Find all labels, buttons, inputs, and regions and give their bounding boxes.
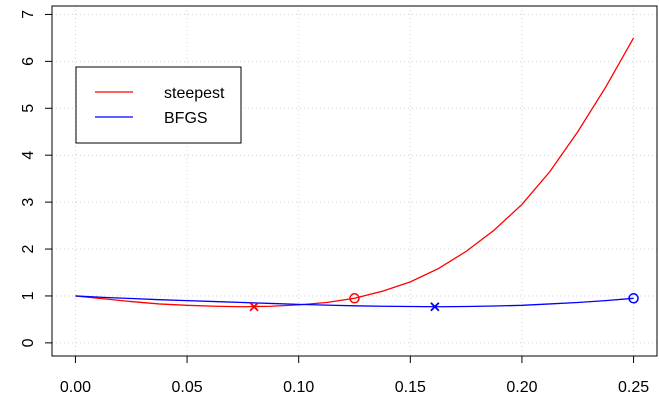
marker-x-bfgs [430, 302, 440, 312]
marker-circle-bfgs [628, 293, 639, 304]
x-tick-label: 0.10 [283, 379, 314, 396]
legend-label-bfgs: BFGS [164, 110, 208, 127]
x-tick-label: 0.05 [171, 379, 202, 396]
y-tick-label: 6 [20, 57, 37, 66]
y-tick-label: 3 [20, 198, 37, 207]
y-axis: 0 1 2 3 4 5 6 7 [20, 10, 52, 347]
series-line-steepest [75, 37, 635, 308]
grid [52, 6, 657, 356]
x-tick-label: 0.15 [395, 379, 426, 396]
legend-box [75, 66, 242, 144]
y-tick-label: 2 [20, 244, 37, 253]
marker-circle-steepest [349, 293, 360, 304]
y-tick-label: 7 [20, 10, 37, 19]
series-lines [75, 37, 635, 308]
marker-x-steepest [249, 302, 259, 312]
x-axis: 0.00 0.05 0.10 0.15 0.20 0.25 [60, 356, 649, 396]
series-line-bfgs [75, 295, 634, 308]
series-markers [249, 293, 639, 312]
legend: steepest BFGS [75, 66, 242, 144]
x-tick-label: 0.00 [60, 379, 91, 396]
legend-label-steepest: steepest [164, 85, 225, 102]
y-tick-label: 0 [20, 338, 37, 347]
y-tick-label: 4 [20, 151, 37, 160]
x-tick-label: 0.25 [618, 379, 649, 396]
x-tick-label: 0.20 [506, 379, 537, 396]
y-tick-label: 5 [20, 104, 37, 113]
y-tick-label: 1 [20, 291, 37, 300]
plot-frame [51, 5, 658, 357]
